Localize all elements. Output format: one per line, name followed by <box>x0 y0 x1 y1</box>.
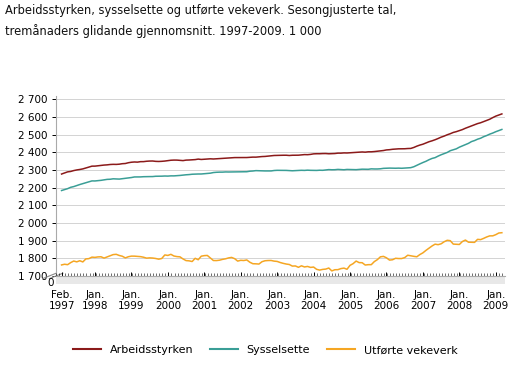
Utførte vekeverk <box>498 231 504 235</box>
Line: Arbeidsstyrken: Arbeidsstyrken <box>62 114 501 174</box>
Text: Arbeidsstyrken, sysselsette og utførte vekeverk. Sesongjusterte tal,: Arbeidsstyrken, sysselsette og utførte v… <box>5 4 395 17</box>
Arbeidsstyrken <box>59 172 65 176</box>
Sysselsette <box>183 173 189 177</box>
Utførte vekeverk <box>183 258 189 263</box>
Arbeidsstyrken <box>167 158 174 162</box>
Text: 0: 0 <box>47 278 54 288</box>
Utførte vekeverk <box>110 252 116 257</box>
Sysselsette <box>164 174 171 178</box>
Utførte vekeverk <box>164 253 171 258</box>
Sysselsette <box>110 177 116 181</box>
Arbeidsstyrken <box>183 158 189 162</box>
Arbeidsstyrken <box>279 153 286 158</box>
Line: Sysselsette: Sysselsette <box>62 130 501 190</box>
Sysselsette <box>498 127 504 132</box>
Arbeidsstyrken <box>498 112 504 116</box>
Arbeidsstyrken <box>316 152 322 156</box>
Sysselsette <box>167 174 174 178</box>
Text: tremånaders glidande gjennomsnitt. 1997-2009. 1 000: tremånaders glidande gjennomsnitt. 1997-… <box>5 24 321 38</box>
Legend: Arbeidsstyrken, Sysselsette, Utførte vekeverk: Arbeidsstyrken, Sysselsette, Utførte vek… <box>69 341 461 360</box>
Utførte vekeverk <box>279 261 286 266</box>
Utførte vekeverk <box>328 269 334 273</box>
Line: Utførte vekeverk: Utførte vekeverk <box>62 233 501 271</box>
Utførte vekeverk <box>316 268 322 272</box>
Utførte vekeverk <box>59 263 65 267</box>
Utførte vekeverk <box>167 252 174 256</box>
Arbeidsstyrken <box>110 162 116 166</box>
Sysselsette <box>59 188 65 193</box>
Sysselsette <box>279 168 286 173</box>
Sysselsette <box>316 168 322 172</box>
Arbeidsstyrken <box>164 158 171 163</box>
